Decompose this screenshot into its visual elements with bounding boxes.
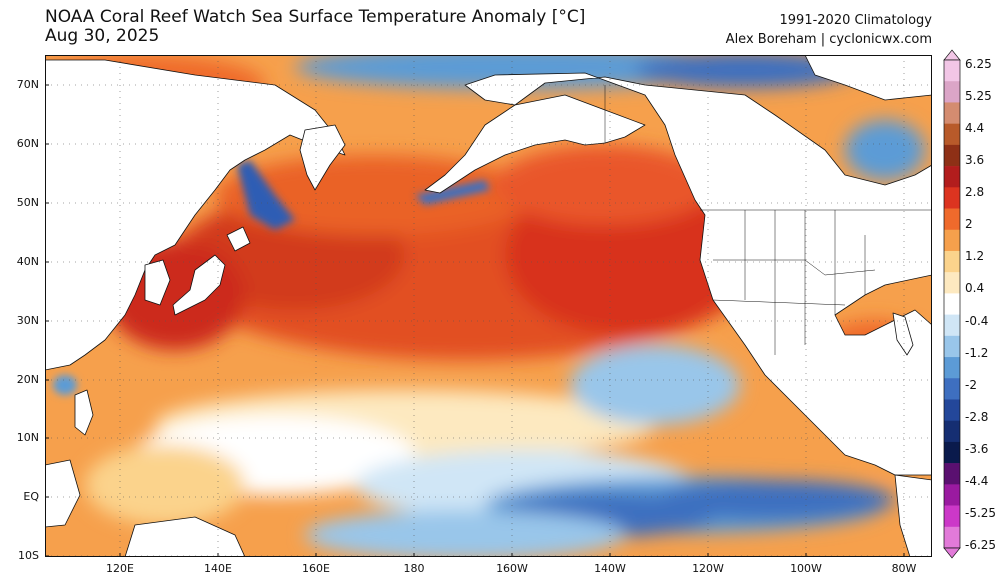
- arctic-islands: [804, 55, 932, 101]
- south-america: [894, 474, 932, 557]
- colorbar-swatch: [944, 187, 960, 209]
- borneo: [45, 459, 81, 528]
- colorbar-swatch: [944, 250, 960, 273]
- colorbar-tick-label: 1.2: [965, 249, 985, 264]
- colorbar: [943, 49, 961, 559]
- colorbar-tick-label: 2: [965, 217, 973, 232]
- latitude-label: 40N: [16, 255, 39, 268]
- colorbar-min-arrow: [943, 547, 961, 559]
- latitude-label: 30N: [16, 314, 39, 327]
- colorbar-tick-label: -1.2: [965, 345, 989, 360]
- korea: [144, 259, 171, 306]
- colorbar-tick-label: -5.25: [965, 505, 997, 520]
- kamchatka: [299, 124, 346, 191]
- colorbar-swatch: [944, 60, 960, 82]
- colorbar-swatch: [944, 293, 960, 315]
- colorbar-swatch: [944, 81, 960, 103]
- latitude-label: 20N: [16, 373, 39, 386]
- colorbar-tick-label: 2.8: [965, 185, 985, 200]
- colorbar-tick-label: -4.4: [965, 473, 989, 488]
- aleutian-cool-strip: [415, 180, 490, 205]
- japan: [172, 254, 226, 316]
- colorbar-swatch: [944, 526, 960, 549]
- colorbar-tick-label: -0.4: [965, 313, 989, 328]
- asia: [45, 59, 346, 371]
- colorbar-swatch: [944, 420, 960, 443]
- colorbar-swatch: [944, 166, 960, 188]
- colorbar-swatch: [944, 463, 960, 485]
- latitude-label: 10N: [16, 431, 39, 444]
- colorbar-tick-label: 5.25: [965, 89, 992, 104]
- longitude-label: 140W: [594, 562, 626, 575]
- longitude-label: 80W: [891, 562, 917, 575]
- oyashio-cool-patch: [237, 160, 295, 230]
- colorbar-swatch: [944, 441, 960, 464]
- longitude-label: 120W: [692, 562, 724, 575]
- colorbar-tick-label: -2.8: [965, 409, 989, 424]
- florida: [892, 312, 914, 356]
- philippines: [74, 389, 94, 436]
- state-borders: [604, 85, 932, 355]
- map-title: NOAA Coral Reef Watch Sea Surface Temper…: [45, 8, 585, 46]
- colorbar-swatch: [944, 272, 960, 294]
- colorbar-swatch: [944, 144, 960, 167]
- colorbar-tick-label: 6.25: [965, 57, 992, 71]
- longitude-label: 160W: [496, 562, 528, 575]
- latitude-label: 70N: [16, 78, 39, 91]
- colorbar-swatch: [944, 357, 960, 379]
- colorbar-swatch: [944, 484, 960, 506]
- latitude-label: 60N: [16, 137, 39, 150]
- colorbar-swatch: [944, 102, 960, 124]
- colorbar-tick-label: -2: [965, 377, 977, 392]
- colorbar-tick-label: 0.4: [965, 281, 985, 296]
- colorbar-swatch: [944, 378, 960, 400]
- colorbar-swatch: [944, 123, 960, 146]
- anomaly-field: [45, 55, 932, 557]
- alaska-peninsula: [424, 94, 646, 194]
- colorbar-tick-label: -6.25: [965, 538, 997, 552]
- longitude-label: 180: [403, 562, 425, 575]
- philippine-cool-patch: [53, 375, 77, 395]
- credits: 1991-2020 Climatology Alex Boreham | cyc…: [726, 11, 932, 49]
- colorbar-swatch: [944, 505, 960, 528]
- land: [45, 55, 932, 557]
- colorbar-tick-label: 4.4: [965, 121, 985, 136]
- colorbar-swatch: [944, 314, 960, 337]
- climatology-label: 1991-2020 Climatology: [779, 13, 932, 28]
- colorbar-swatch: [944, 399, 960, 421]
- title-date: Aug 30, 2025: [45, 26, 160, 46]
- north-america: [464, 72, 932, 476]
- hokkaido: [226, 226, 251, 252]
- new-guinea: [124, 516, 246, 557]
- colorbar-swatch: [944, 335, 960, 358]
- title-line-1: NOAA Coral Reef Watch Sea Surface Temper…: [45, 7, 586, 27]
- longitude-label: 140E: [204, 562, 232, 575]
- sst-anomaly-map: [45, 55, 932, 557]
- latitude-label: 50N: [16, 196, 39, 209]
- colorbar-tick-label: 3.6: [965, 153, 985, 168]
- author-label: Alex Boreham | cyclonicwx.com: [725, 32, 932, 47]
- colorbar-tick-label: -3.6: [965, 441, 989, 456]
- latitude-label: EQ: [23, 490, 39, 503]
- latitude-label: 10S: [18, 549, 39, 562]
- colorbar-max-arrow: [943, 49, 961, 61]
- colorbar-swatch: [944, 208, 960, 231]
- longitude-label: 100W: [790, 562, 822, 575]
- longitude-label: 120E: [106, 562, 134, 575]
- map-frame: [45, 55, 932, 557]
- longitude-label: 160E: [302, 562, 330, 575]
- colorbar-swatch: [944, 229, 960, 252]
